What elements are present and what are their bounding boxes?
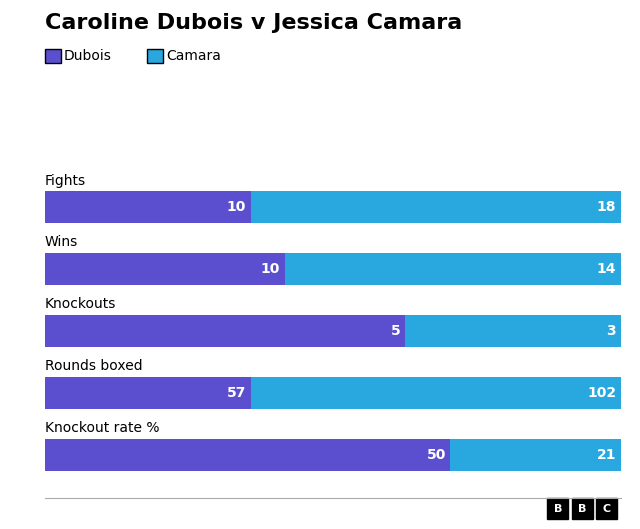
Bar bbox=[45, 253, 285, 286]
Text: B: B bbox=[578, 504, 586, 514]
Text: Knockout rate %: Knockout rate % bbox=[45, 421, 159, 435]
Bar bbox=[250, 191, 621, 223]
Bar bbox=[45, 439, 451, 471]
Text: 10: 10 bbox=[227, 200, 246, 214]
Text: Camara: Camara bbox=[166, 49, 221, 62]
Text: 3: 3 bbox=[607, 324, 616, 338]
Text: Dubois: Dubois bbox=[64, 49, 112, 62]
Text: C: C bbox=[602, 504, 611, 514]
Bar bbox=[285, 253, 621, 286]
Bar bbox=[252, 377, 621, 409]
Text: Fights: Fights bbox=[45, 174, 86, 187]
Text: B: B bbox=[554, 504, 562, 514]
Text: 5: 5 bbox=[390, 324, 400, 338]
Text: 10: 10 bbox=[261, 262, 280, 276]
Text: 21: 21 bbox=[596, 448, 616, 462]
Bar bbox=[405, 315, 621, 348]
Bar bbox=[451, 439, 621, 471]
Text: 50: 50 bbox=[426, 448, 446, 462]
Text: Knockouts: Knockouts bbox=[45, 297, 116, 312]
Text: 14: 14 bbox=[596, 262, 616, 276]
Bar bbox=[45, 315, 405, 348]
Text: Wins: Wins bbox=[45, 235, 78, 250]
Text: 18: 18 bbox=[596, 200, 616, 214]
Text: 57: 57 bbox=[227, 386, 246, 400]
Text: Caroline Dubois v Jessica Camara: Caroline Dubois v Jessica Camara bbox=[45, 13, 462, 33]
Text: 102: 102 bbox=[587, 386, 616, 400]
Bar bbox=[45, 191, 250, 223]
Bar bbox=[45, 377, 252, 409]
Text: Rounds boxed: Rounds boxed bbox=[45, 359, 143, 373]
